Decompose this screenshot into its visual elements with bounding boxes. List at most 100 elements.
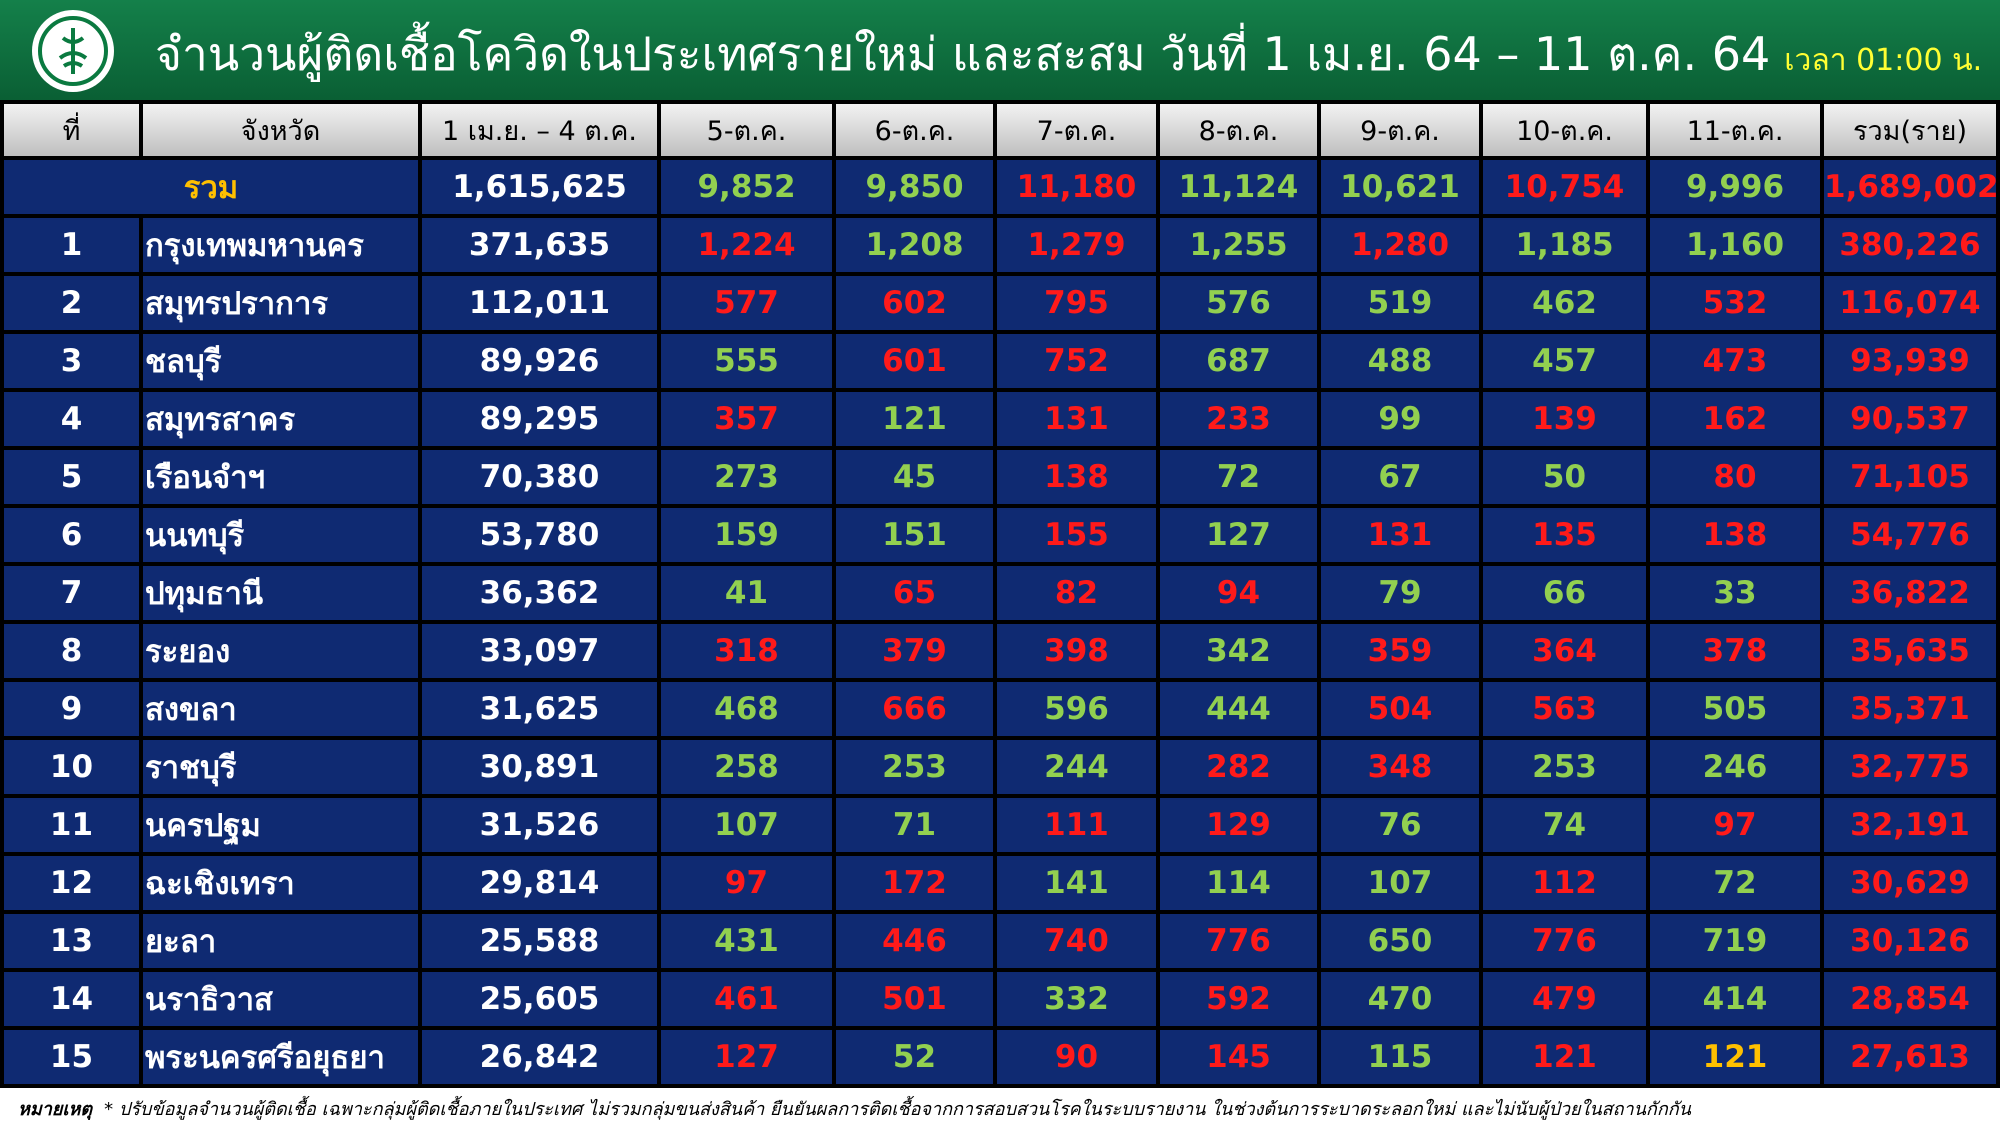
cell: 555 xyxy=(661,334,832,388)
cell: 90 xyxy=(997,1030,1156,1084)
cell: 505 xyxy=(1650,682,1820,736)
cell: 1,185 xyxy=(1483,218,1646,272)
cell: 3 xyxy=(4,334,139,388)
cell: 13 xyxy=(4,914,139,968)
cell: 151 xyxy=(836,508,993,562)
cell: 479 xyxy=(1483,972,1646,1026)
cell: 10 xyxy=(4,740,139,794)
cell: 470 xyxy=(1321,972,1479,1026)
cell: 112,011 xyxy=(422,276,657,330)
cell: 14 xyxy=(4,972,139,1026)
cell: 131 xyxy=(1321,508,1479,562)
province: เรือนจำฯ xyxy=(143,450,418,504)
cell: 12 xyxy=(4,856,139,910)
table-row: 9 สงขลา 31,625 468 666 596 444 504 563 505 35,371 xyxy=(4,682,1996,736)
cell: 76 xyxy=(1321,798,1479,852)
cell: 53,780 xyxy=(422,508,657,562)
cell: 601 xyxy=(836,334,993,388)
cell: 244 xyxy=(997,740,1156,794)
cell: 371,635 xyxy=(422,218,657,272)
cell: 127 xyxy=(661,1030,832,1084)
cell: 15 xyxy=(4,1030,139,1084)
cell: 273 xyxy=(661,450,832,504)
cell: 79 xyxy=(1321,566,1479,620)
cell: 8 xyxy=(4,624,139,678)
cell: 6 xyxy=(4,508,139,562)
cell: 519 xyxy=(1321,276,1479,330)
column-header: 10-ต.ค. xyxy=(1483,104,1646,156)
total-cell: 10,621 xyxy=(1321,160,1479,214)
cell: 70,380 xyxy=(422,450,657,504)
cell: 444 xyxy=(1160,682,1317,736)
cell: 348 xyxy=(1321,740,1479,794)
table-row: 4 สมุทรสาคร 89,295 357 121 131 233 99 139 162 90,5… xyxy=(4,392,1996,446)
cell: 461 xyxy=(661,972,832,1026)
footnote-text: * ปรับข้อมูลจำนวนผู้ติดเชื้อ เฉพาะกลุ่มผ… xyxy=(104,1099,1691,1120)
cell: 111 xyxy=(997,798,1156,852)
cell: 602 xyxy=(836,276,993,330)
cell: 127 xyxy=(1160,508,1317,562)
cell: 457 xyxy=(1483,334,1646,388)
column-header: ที่ xyxy=(4,104,139,156)
cell: 71,105 xyxy=(1824,450,1996,504)
footnote: หมายเหตุ * ปรับข้อมูลจำนวนผู้ติดเชื้อ เฉพ… xyxy=(18,1094,1691,1123)
cell: 141 xyxy=(997,856,1156,910)
cell: 33 xyxy=(1650,566,1820,620)
province: นราธิวาส xyxy=(143,972,418,1026)
cell: 139 xyxy=(1483,392,1646,446)
cell: 501 xyxy=(836,972,993,1026)
total-cell: 1,615,625 xyxy=(422,160,657,214)
cell: 131 xyxy=(997,392,1156,446)
cell: 776 xyxy=(1160,914,1317,968)
cell: 115 xyxy=(1321,1030,1479,1084)
cell: 504 xyxy=(1321,682,1479,736)
cell: 5 xyxy=(4,450,139,504)
column-header: 9-ต.ค. xyxy=(1321,104,1479,156)
cell: 462 xyxy=(1483,276,1646,330)
cell: 576 xyxy=(1160,276,1317,330)
province: ปทุมธานี xyxy=(143,566,418,620)
cell: 398 xyxy=(997,624,1156,678)
cell: 740 xyxy=(997,914,1156,968)
cell: 592 xyxy=(1160,972,1317,1026)
cell: 1,255 xyxy=(1160,218,1317,272)
cell: 650 xyxy=(1321,914,1479,968)
cell: 359 xyxy=(1321,624,1479,678)
total-row: รวม 1,615,625 9,852 9,850 11,180 11,124 10,621… xyxy=(4,160,1996,214)
cell: 378 xyxy=(1650,624,1820,678)
cell: 27,613 xyxy=(1824,1030,1996,1084)
cell: 1 xyxy=(4,218,139,272)
province: สมุทรปราการ xyxy=(143,276,418,330)
cell: 318 xyxy=(661,624,832,678)
cell: 36,822 xyxy=(1824,566,1996,620)
cell: 67 xyxy=(1321,450,1479,504)
cell: 99 xyxy=(1321,392,1479,446)
cell: 89,295 xyxy=(422,392,657,446)
column-header: จังหวัด xyxy=(143,104,418,156)
cell: 28,854 xyxy=(1824,972,1996,1026)
cell: 253 xyxy=(1483,740,1646,794)
column-header: 1 เม.ย. – 4 ต.ค. xyxy=(422,104,657,156)
cell: 233 xyxy=(1160,392,1317,446)
cell: 50 xyxy=(1483,450,1646,504)
cell: 30,126 xyxy=(1824,914,1996,968)
cell: 107 xyxy=(661,798,832,852)
cell: 116,074 xyxy=(1824,276,1996,330)
table-row: 13 ยะลา 25,588 431 446 740 776 650 776 719 30,126 xyxy=(4,914,1996,968)
cell: 1,279 xyxy=(997,218,1156,272)
logo xyxy=(32,10,114,92)
cell: 25,588 xyxy=(422,914,657,968)
cell: 54,776 xyxy=(1824,508,1996,562)
table-row: 3 ชลบุรี 89,926 555 601 752 687 488 457 473 93,939 xyxy=(4,334,1996,388)
cell: 342 xyxy=(1160,624,1317,678)
column-header: 11-ต.ค. xyxy=(1650,104,1820,156)
table-row: 12 ฉะเชิงเทรา 29,814 97 172 141 114 107 112 72 30,… xyxy=(4,856,1996,910)
province: ชลบุรี xyxy=(143,334,418,388)
province: ราชบุรี xyxy=(143,740,418,794)
cell: 135 xyxy=(1483,508,1646,562)
header-row: ที่ จังหวัด 1 เม.ย. – 4 ต.ค. 5-ต.ค. 6-ต.ค. 7-… xyxy=(4,104,1996,156)
cell: 25,605 xyxy=(422,972,657,1026)
province: สมุทรสาคร xyxy=(143,392,418,446)
cell: 795 xyxy=(997,276,1156,330)
